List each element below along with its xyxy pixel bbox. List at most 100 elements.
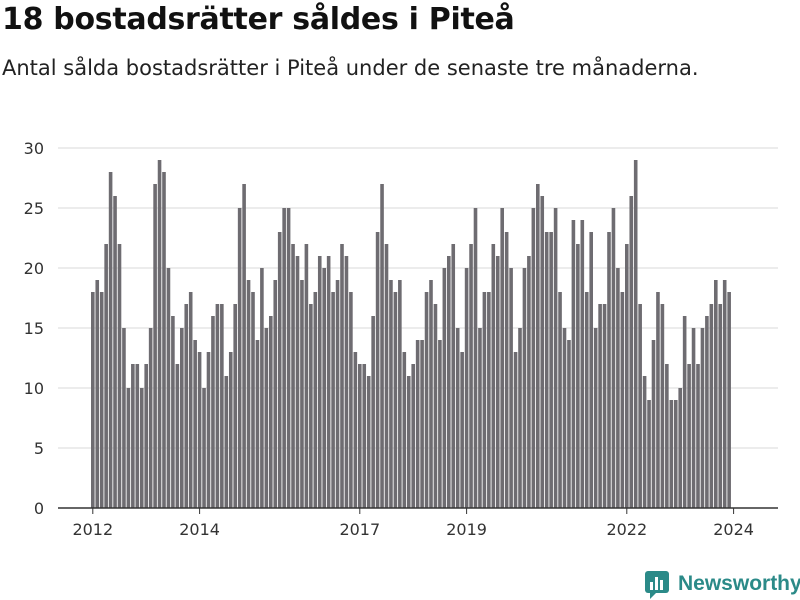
bar [469, 244, 473, 508]
highlight-data-label: 18 [733, 0, 755, 5]
y-tick-label: 15 [24, 319, 44, 338]
annotations: 18 [733, 0, 755, 5]
bar [144, 364, 148, 508]
x-tick-label: 2014 [179, 520, 220, 539]
bar [202, 388, 206, 508]
bar [99, 292, 104, 508]
bar [277, 232, 282, 508]
bar [682, 316, 687, 508]
bar [642, 376, 647, 508]
bar [131, 364, 135, 508]
bar [522, 268, 527, 508]
bar [424, 292, 429, 508]
bar [171, 316, 175, 508]
bar [242, 184, 246, 508]
x-tick-label: 2012 [72, 520, 113, 539]
brand-logo[interactable]: Newsworthy [644, 569, 800, 599]
bar [300, 280, 304, 508]
bar [380, 184, 384, 508]
bar [402, 352, 407, 508]
bar [295, 256, 300, 508]
bar [148, 328, 153, 508]
bar [264, 328, 269, 508]
bar [455, 328, 460, 508]
bar [304, 244, 309, 508]
x-tick-label: 2019 [446, 520, 487, 539]
brand-name: Newsworthy [678, 572, 800, 595]
bar [175, 364, 180, 508]
bar [438, 340, 442, 508]
bar [714, 280, 718, 508]
bar [233, 304, 237, 508]
bar [228, 352, 233, 508]
bar [335, 280, 340, 508]
bar [673, 400, 678, 508]
bar [576, 244, 580, 508]
bar [593, 328, 598, 508]
bar [206, 352, 211, 508]
bar [157, 160, 162, 508]
bar [317, 256, 322, 508]
bar [669, 400, 674, 508]
bar [180, 328, 184, 508]
bar [700, 328, 705, 508]
bar [193, 340, 197, 508]
bar [251, 292, 255, 508]
bar [429, 280, 433, 508]
bar [638, 304, 642, 508]
bar [580, 220, 585, 508]
bar [709, 304, 714, 508]
page-subtitle: Antal sålda bostadsrätter i Piteå under … [2, 56, 699, 80]
bar [656, 292, 660, 508]
bar [282, 208, 286, 508]
bar [473, 208, 478, 508]
bar [237, 208, 242, 508]
bar [727, 292, 731, 508]
bar [313, 292, 318, 508]
bar [678, 388, 682, 508]
bar [344, 256, 349, 508]
bar [433, 304, 438, 508]
x-tick-label: 2022 [606, 520, 647, 539]
bar [406, 376, 411, 508]
bar [135, 364, 140, 508]
bar [705, 316, 709, 508]
bar [460, 352, 464, 508]
bar [527, 256, 531, 508]
x-tick-label: 2024 [713, 520, 754, 539]
bar [362, 364, 367, 508]
bar [366, 376, 371, 508]
bar [166, 268, 171, 508]
bar [513, 352, 518, 508]
y-tick-label: 30 [24, 139, 44, 158]
bar [273, 280, 278, 508]
y-tick-label: 10 [24, 379, 44, 398]
bar [108, 172, 113, 508]
bar [553, 208, 558, 508]
bar [371, 316, 375, 508]
bar [353, 352, 358, 508]
bar [384, 244, 389, 508]
bar [340, 244, 344, 508]
bar [660, 304, 665, 508]
bar [602, 304, 607, 508]
bar [598, 304, 602, 508]
bar [415, 340, 420, 508]
bar [117, 244, 122, 508]
x-tick-label: 2017 [339, 520, 380, 539]
bar [562, 328, 567, 508]
bar [451, 244, 456, 508]
bar [375, 232, 380, 508]
bar [326, 256, 331, 508]
bar [495, 256, 500, 508]
bar [540, 196, 545, 508]
bar [246, 280, 251, 508]
bar [411, 364, 415, 508]
bar [518, 328, 522, 508]
bar [620, 292, 625, 508]
bar [722, 280, 727, 508]
bar [589, 232, 593, 508]
bar [647, 400, 651, 508]
bar [393, 292, 398, 508]
bar [691, 328, 696, 508]
